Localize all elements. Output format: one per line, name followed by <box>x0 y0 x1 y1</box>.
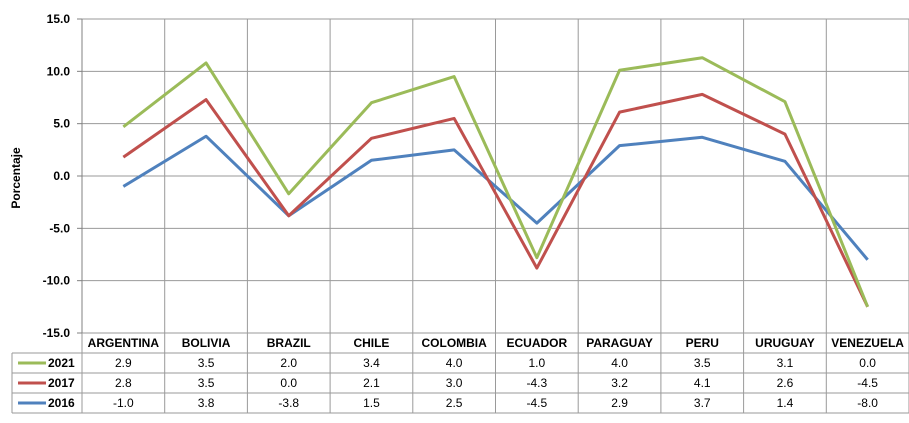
table-cell: 2.9 <box>611 396 628 410</box>
table-cell: 1.4 <box>777 396 794 410</box>
table-cell: 4.0 <box>446 356 463 370</box>
table-cell: 3.1 <box>777 356 794 370</box>
table-cell: -4.3 <box>527 376 548 390</box>
y-tick-label: 5.0 <box>53 117 70 131</box>
legend-label-2016: 2016 <box>48 396 75 410</box>
table-cell: 3.5 <box>198 356 215 370</box>
table-cell: 3.5 <box>694 356 711 370</box>
table-cell: -4.5 <box>527 396 548 410</box>
table-cell: 3.5 <box>198 376 215 390</box>
table-cell: 1.5 <box>363 396 380 410</box>
y-axis-label: Porcentaje <box>9 147 23 209</box>
category-label: PARAGUAY <box>586 336 653 350</box>
table-cell: 2.8 <box>115 376 132 390</box>
table-cell: 0.0 <box>280 376 297 390</box>
series-lines <box>122 56 870 308</box>
table-cell: 3.4 <box>363 356 380 370</box>
category-label: PERU <box>686 336 719 350</box>
y-tick-label: 10.0 <box>47 64 71 78</box>
category-label: CHILE <box>353 336 389 350</box>
y-tick-label: 15.0 <box>47 12 71 26</box>
legend-label-2017: 2017 <box>48 376 75 390</box>
y-axis: 15.0 10.0 5.0 0.0 -5.0 -10.0 -15.0 <box>43 12 83 340</box>
table-cell: 3.8 <box>198 396 215 410</box>
category-label: BRAZIL <box>267 336 311 350</box>
table-cell: 2.6 <box>777 376 794 390</box>
y-tick-label: -5.0 <box>49 221 70 235</box>
series-line-2017 <box>122 92 870 308</box>
category-label: BOLIVIA <box>182 336 231 350</box>
table-cell: 2.5 <box>446 396 463 410</box>
table-cell: -3.8 <box>278 396 299 410</box>
table-cell: 2.9 <box>115 356 132 370</box>
category-label: URUGUAY <box>755 336 815 350</box>
table-cell: 3.0 <box>446 376 463 390</box>
table-cell: 2.1 <box>363 376 380 390</box>
data-table: ARGENTINA BOLIVIA BRAZIL CHILE COLOMBIA ECUAD… <box>11 336 909 414</box>
legend-label-2021: 2021 <box>48 356 75 370</box>
category-label: VENEZUELA <box>831 336 904 350</box>
table-cell: 4.1 <box>694 376 711 390</box>
category-label: COLOMBIA <box>421 336 487 350</box>
table-cell: 3.7 <box>694 396 711 410</box>
series-line-2021 <box>122 56 870 308</box>
table-cell: 4.0 <box>611 356 628 370</box>
table-cell: 2.0 <box>280 356 297 370</box>
table-cell: -1.0 <box>113 396 134 410</box>
series-line-2016 <box>122 134 869 261</box>
table-cell: -8.0 <box>857 396 878 410</box>
category-label: ECUADOR <box>507 336 568 350</box>
table-cell: 1.0 <box>529 356 546 370</box>
table-cell: 0.0 <box>859 356 876 370</box>
y-tick-label: -10.0 <box>43 274 71 288</box>
y-tick-label: -15.0 <box>43 326 71 340</box>
category-label: ARGENTINA <box>88 336 160 350</box>
gridlines <box>81 18 909 413</box>
table-cell: -4.5 <box>857 376 878 390</box>
table-cell: 3.2 <box>611 376 628 390</box>
y-tick-label: 0.0 <box>53 169 70 183</box>
